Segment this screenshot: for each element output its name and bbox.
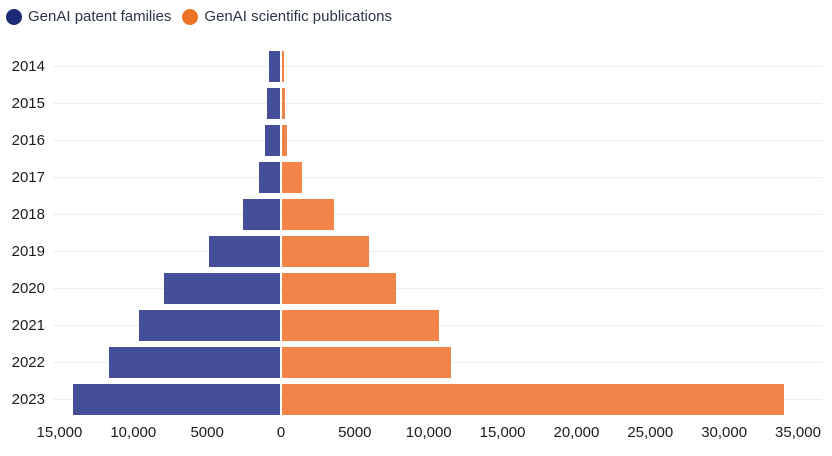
- year-label: 2019: [11, 243, 45, 260]
- bar-publications-2018: [282, 199, 334, 230]
- gridline: [53, 177, 822, 178]
- x-tick-label: 10,000: [110, 424, 157, 441]
- x-axis: 15,000 10,000 5000 0 5000 10,000 15,000 20,000 2…: [0, 418, 832, 448]
- bar-publications-2015: [282, 88, 285, 119]
- bar-patents-2019: [209, 236, 280, 267]
- year-label: 2021: [11, 317, 45, 334]
- patents-legend-dot-icon: [6, 8, 22, 25]
- bar-patents-2016: [265, 125, 280, 156]
- bar-publications-2019: [282, 236, 369, 267]
- bar-patents-2022: [109, 347, 280, 378]
- bar-patents-2017: [259, 162, 280, 193]
- legend-item-publications: GenAI scientific publications: [182, 8, 392, 25]
- bar-patents-2021: [139, 310, 280, 341]
- bar-publications-2020: [282, 273, 396, 304]
- bar-publications-2021: [282, 310, 439, 341]
- chart-row-2016: 2016: [0, 122, 832, 159]
- chart-row-2018: 2018: [0, 196, 832, 233]
- x-tick-label: 15,000: [36, 424, 83, 441]
- x-tick-label: 0: [276, 424, 286, 441]
- bar-patents-2014: [269, 51, 280, 82]
- year-label: 2016: [11, 132, 45, 149]
- year-label: 2023: [11, 391, 45, 408]
- year-label: 2018: [11, 206, 45, 223]
- x-tick-label: 25,000: [627, 424, 674, 441]
- gridline: [53, 66, 822, 67]
- year-label: 2017: [11, 169, 45, 186]
- publications-legend-dot-icon: [182, 8, 199, 25]
- bar-publications-2017: [282, 162, 302, 193]
- bar-patents-2020: [164, 273, 280, 304]
- chart-row-2021: 2021: [0, 307, 832, 344]
- bar-publications-2022: [282, 347, 451, 378]
- chart-legend: GenAI patent families GenAI scientific p…: [6, 8, 392, 25]
- year-label: 2020: [11, 280, 45, 297]
- gridline: [53, 288, 822, 289]
- chart-row-2015: 2015: [0, 85, 832, 122]
- chart-row-2020: 2020: [0, 270, 832, 307]
- year-label: 2022: [11, 354, 45, 371]
- x-tick-label: 20,000: [553, 424, 600, 441]
- gridline: [53, 251, 822, 252]
- x-tick-label: 5000: [338, 424, 372, 441]
- x-tick-label: 10,000: [405, 424, 452, 441]
- x-tick-label: 30,000: [701, 424, 748, 441]
- bar-publications-2016: [282, 125, 287, 156]
- x-tick-label: 15,000: [479, 424, 526, 441]
- legend-label-patents: GenAI patent families: [28, 8, 172, 25]
- bar-patents-2023: [73, 384, 280, 415]
- bar-patents-2018: [243, 199, 280, 230]
- chart-row-2017: 2017: [0, 159, 832, 196]
- legend-item-patents: GenAI patent families: [6, 8, 171, 25]
- year-label: 2014: [11, 58, 45, 75]
- x-tick-label: 5000: [190, 424, 224, 441]
- chart-row-2022: 2022: [0, 344, 832, 381]
- bar-patents-2015: [267, 88, 280, 119]
- bar-publications-2014: [282, 51, 284, 82]
- gridline: [53, 140, 822, 141]
- year-label: 2015: [11, 95, 45, 112]
- chart-row-2023: 2023: [0, 381, 832, 418]
- chart-row-2019: 2019: [0, 233, 832, 270]
- bar-publications-2023: [282, 384, 784, 415]
- diverging-bar-chart: 2014 2015 2016 2017 2018 2019 2020 2021 2022 2023: [0, 48, 832, 418]
- chart-row-2014: 2014: [0, 48, 832, 85]
- gridline: [53, 214, 822, 215]
- gridline: [53, 103, 822, 104]
- x-tick-label: 35,000: [775, 424, 821, 441]
- legend-label-publications: GenAI scientific publications: [204, 8, 393, 25]
